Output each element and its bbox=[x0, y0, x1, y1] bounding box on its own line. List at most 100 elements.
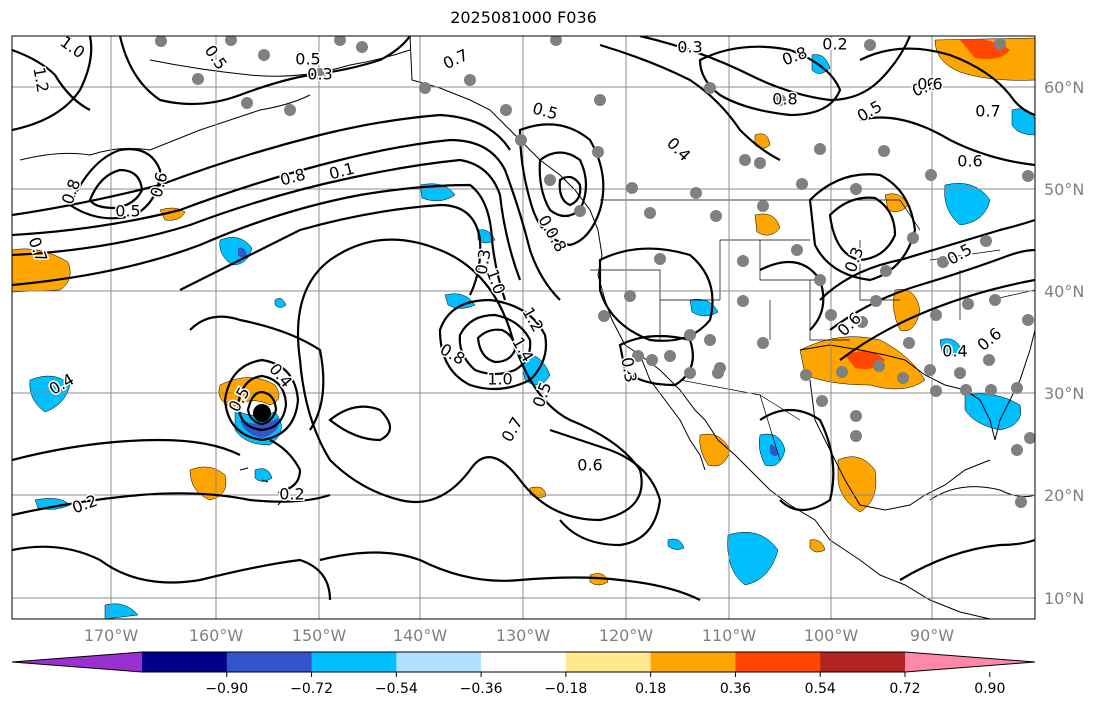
contour-south-5 bbox=[549, 428, 662, 547]
gridlines bbox=[12, 36, 1035, 619]
lat-label-50n: 50°N bbox=[1044, 180, 1084, 199]
contour-band-1 bbox=[12, 138, 561, 301]
contour-canada-3 bbox=[599, 43, 781, 161]
lon-label-160w: 160°W bbox=[189, 626, 244, 645]
map-title: 2025081000 F036 bbox=[450, 8, 597, 27]
colorbar-extend-low bbox=[12, 652, 142, 672]
shade-orange-baja bbox=[699, 433, 731, 467]
contour-band-5 bbox=[12, 113, 511, 217]
contour-pnw-1 bbox=[518, 123, 605, 247]
station-dot bbox=[684, 367, 696, 379]
station-dot bbox=[1015, 496, 1027, 508]
station-dot bbox=[684, 329, 696, 341]
contour-band-4 bbox=[179, 203, 482, 296]
contour-south-2 bbox=[12, 438, 241, 462]
lon-label-110w: 110°W bbox=[702, 626, 757, 645]
contour-sw-1 bbox=[598, 247, 714, 342]
latitude-labels: 60°N 50°N 40°N 30°N 20°N 10°N bbox=[1044, 78, 1084, 608]
station-dot bbox=[800, 369, 812, 381]
station-dot bbox=[930, 309, 942, 321]
map-frame bbox=[11, 35, 1036, 620]
contour-south-3 bbox=[12, 545, 332, 601]
contour-band-3 bbox=[12, 183, 507, 301]
contour-band-2 bbox=[12, 158, 522, 281]
station-dot bbox=[592, 146, 604, 158]
station-dot bbox=[704, 82, 716, 94]
station-dot bbox=[907, 232, 919, 244]
station-dot bbox=[850, 183, 862, 195]
shade-blue-a bbox=[29, 375, 71, 413]
contour-label: 0.2 bbox=[279, 485, 304, 504]
contour-label: 0.6 bbox=[917, 75, 942, 94]
station-dot bbox=[816, 395, 828, 407]
station-dot bbox=[897, 372, 909, 384]
shade-darkblue-b bbox=[238, 247, 247, 258]
mexico-gulf-coast bbox=[809, 379, 991, 511]
station-dot bbox=[989, 294, 1001, 306]
station-dot bbox=[714, 362, 726, 374]
map-plot-area bbox=[12, 36, 1035, 619]
lon-label-170w: 170°W bbox=[84, 626, 139, 645]
station-dot bbox=[710, 210, 722, 222]
colorbar-outline bbox=[11, 651, 1036, 673]
shade-blue-pacific bbox=[727, 531, 779, 586]
baja-peninsula bbox=[639, 354, 706, 471]
contour-mid-2 bbox=[269, 439, 302, 492]
station-dot bbox=[796, 178, 808, 190]
shade-darkblue-storm bbox=[240, 418, 279, 438]
station-dot bbox=[500, 104, 512, 116]
station-dot bbox=[985, 384, 997, 396]
lon-label-150w: 150°W bbox=[292, 626, 347, 645]
station-dot bbox=[983, 354, 995, 366]
station-dot bbox=[757, 337, 769, 349]
contour-nw-low-2 bbox=[88, 168, 144, 210]
station-dot bbox=[954, 367, 966, 379]
contour-storm-1 bbox=[223, 358, 300, 442]
contour-nw-low bbox=[68, 148, 162, 220]
station-dot bbox=[464, 74, 476, 86]
station-dot bbox=[791, 244, 803, 256]
station-dot bbox=[903, 337, 915, 349]
colorbar-tick-label: −0.54 bbox=[375, 681, 418, 697]
contour-low-3 bbox=[476, 328, 517, 364]
station-dot bbox=[774, 94, 786, 106]
contour-mex-1 bbox=[759, 409, 835, 512]
storm-center-marker bbox=[253, 404, 271, 422]
station-dot bbox=[836, 366, 848, 378]
mexico-state-lines bbox=[679, 379, 801, 461]
station-dot bbox=[624, 290, 636, 302]
contour-label: 0.3 bbox=[471, 248, 494, 276]
colorbar-segment bbox=[735, 652, 821, 672]
colorbar-tick-label: −0.36 bbox=[460, 681, 503, 697]
station-dot bbox=[626, 182, 638, 194]
contour-south-1 bbox=[12, 492, 331, 517]
shade-blue-e bbox=[519, 353, 551, 386]
state-borders bbox=[590, 199, 1035, 461]
contour-label: 0.6 bbox=[577, 456, 602, 475]
station-dot bbox=[814, 274, 826, 286]
station-dot bbox=[1011, 444, 1023, 456]
station-dot bbox=[754, 157, 766, 169]
station-dot bbox=[925, 169, 937, 181]
contour-plains-1 bbox=[808, 173, 917, 282]
station-dot bbox=[550, 36, 562, 46]
station-dot bbox=[654, 253, 666, 265]
shade-blue-n bbox=[274, 298, 287, 308]
station-dot bbox=[284, 104, 296, 116]
lon-label-90w: 90°W bbox=[910, 626, 954, 645]
contour-east-3 bbox=[839, 278, 1035, 361]
station-dot bbox=[664, 350, 676, 362]
contour-north-1 bbox=[118, 36, 411, 106]
station-dot bbox=[1022, 314, 1034, 326]
station-dot bbox=[737, 295, 749, 307]
station-dot bbox=[980, 235, 992, 247]
shade-blue-d bbox=[444, 293, 476, 309]
contour-plains-2 bbox=[828, 196, 897, 262]
station-dot bbox=[757, 200, 769, 212]
coastlines bbox=[19, 36, 1035, 619]
colorbar-tick-label: −0.72 bbox=[290, 681, 333, 697]
longitude-labels: 170°W 160°W 150°W 140°W 130°W 120°W 110°… bbox=[84, 626, 954, 645]
contour-label: 0.3 bbox=[677, 38, 702, 57]
station-dot bbox=[314, 68, 326, 80]
lat-label-60n: 60°N bbox=[1044, 78, 1084, 97]
